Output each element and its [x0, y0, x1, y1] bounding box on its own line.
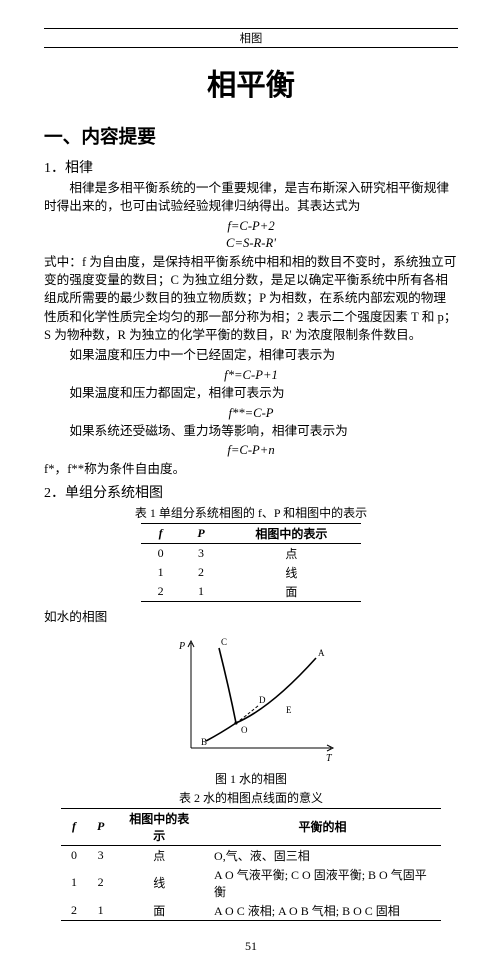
label-O: O	[241, 725, 248, 735]
cell: 3	[87, 845, 114, 865]
label-A: A	[318, 648, 325, 658]
label-E: E	[286, 705, 292, 715]
equation-3: f*=C-P+1	[44, 367, 458, 383]
cell: 3	[180, 544, 221, 564]
paragraph-6: f*，f**称为条件自由度。	[44, 460, 458, 478]
subhead-1: 1．相律	[44, 157, 458, 177]
cell: 1	[61, 865, 87, 901]
cell: A O C 液相; A O B 气相; B O C 固相	[204, 901, 441, 921]
equation-2: C=S-R-R'	[44, 235, 458, 251]
table-row: 0 3 点	[141, 544, 361, 564]
table-row: 2 1 面 A O C 液相; A O B 气相; B O C 固相	[61, 901, 441, 921]
phase-diagram-svg: P T C A B O D E	[161, 633, 341, 763]
paragraph-4: 如果温度和压力都固定，相律可表示为	[44, 384, 458, 402]
paragraph-3: 如果温度和压力中一个已经固定，相律可表示为	[44, 346, 458, 364]
cell: 2	[87, 865, 114, 901]
t1-h1: P	[180, 524, 221, 544]
table-2: f P 相图中的表示 平衡的相 0 3 点 O,气、液、固三相 1 2 线 A …	[61, 808, 441, 921]
t1-h2: 相图中的表示	[222, 524, 361, 544]
cell: 2	[180, 563, 221, 582]
xlabel: T	[326, 753, 333, 763]
cell: 线	[222, 563, 361, 582]
table-1: f P 相图中的表示 0 3 点 1 2 线 2 1 面	[141, 523, 361, 602]
t2-h2: 相图中的表示	[114, 808, 204, 845]
table-row: 0 3 点 O,气、液、固三相	[61, 845, 441, 865]
t1-h0: f	[141, 524, 180, 544]
cell: 线	[114, 865, 204, 901]
t2-h3: 平衡的相	[204, 808, 441, 845]
equation-5: f=C-P+n	[44, 442, 458, 458]
cell: 0	[61, 845, 87, 865]
cell: 2	[61, 901, 87, 921]
ylabel: P	[178, 641, 185, 652]
subhead-2: 2．单组分系统相图	[44, 482, 458, 502]
label-C: C	[221, 637, 227, 647]
figure-1: P T C A B O D E	[44, 633, 458, 768]
equation-1: f=C-P+2	[44, 218, 458, 234]
paragraph-7: 如水的相图	[44, 608, 458, 626]
running-head: 相图	[44, 28, 458, 48]
cell: 1	[180, 582, 221, 602]
cell: 1	[87, 901, 114, 921]
page: 相图 相平衡 一、内容提要 1．相律 相律是多相平衡系统的一个重要规律，是吉布斯…	[0, 0, 502, 974]
paragraph-1: 相律是多相平衡系统的一个重要规律，是吉布斯深入研究相平衡规律时得出来的，也可由试…	[44, 179, 458, 216]
table2-caption: 表 2 水的相图点线面的意义	[44, 789, 458, 806]
cell: 面	[114, 901, 204, 921]
table1-caption: 表 1 单组分系统相图的 f、P 和相图中的表示	[44, 504, 458, 521]
label-B: B	[201, 737, 207, 747]
label-D: D	[259, 695, 266, 705]
section-heading-1: 一、内容提要	[44, 122, 458, 149]
cell: 1	[141, 563, 180, 582]
cell: A O 气液平衡; C O 固液平衡; B O 气固平衡	[204, 865, 441, 901]
figure1-caption: 图 1 水的相图	[44, 770, 458, 787]
paragraph-2: 式中：f 为自由度，是保持相平衡系统中相和相的数目不变时，系统独立可变的强度变量…	[44, 253, 458, 345]
cell: 点	[222, 544, 361, 564]
table-row: 2 1 面	[141, 582, 361, 602]
page-number: 51	[44, 939, 458, 954]
paragraph-5: 如果系统还受磁场、重力场等影响，相律可表示为	[44, 422, 458, 440]
equation-4: f**=C-P	[44, 405, 458, 421]
page-title: 相平衡	[44, 62, 458, 104]
t2-h1: P	[87, 808, 114, 845]
table-row: 1 2 线 A O 气液平衡; C O 固液平衡; B O 气固平衡	[61, 865, 441, 901]
cell: 点	[114, 845, 204, 865]
table-row: 1 2 线	[141, 563, 361, 582]
cell: O,气、液、固三相	[204, 845, 441, 865]
cell: 0	[141, 544, 180, 564]
cell: 2	[141, 582, 180, 602]
t2-h0: f	[61, 808, 87, 845]
cell: 面	[222, 582, 361, 602]
